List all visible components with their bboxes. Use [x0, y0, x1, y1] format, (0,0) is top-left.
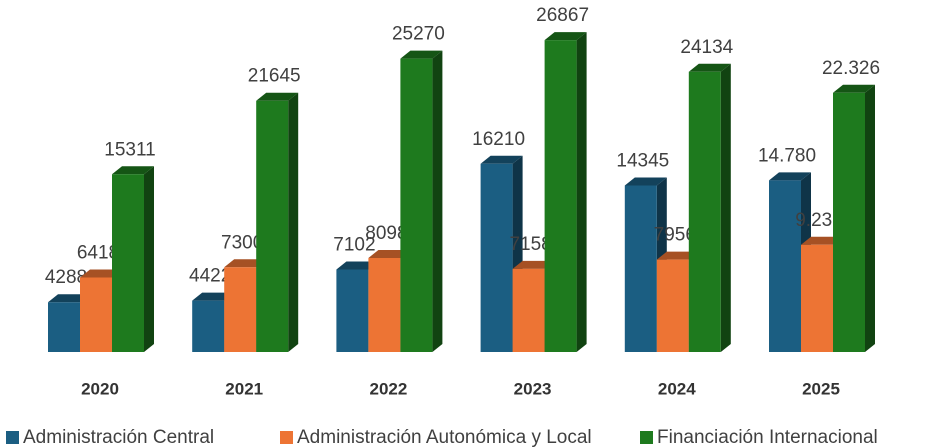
bar-top: [624, 177, 667, 186]
bar: [256, 92, 299, 353]
x-tick-label: 2025: [802, 379, 840, 398]
bar-front: [400, 58, 433, 353]
data-label: 9.236: [795, 210, 843, 231]
data-label: 14.780: [758, 145, 816, 166]
legend-label: Financiación Internacional: [657, 427, 878, 448]
bar-side: [576, 32, 587, 353]
bar-front: [336, 269, 369, 352]
bar-side: [432, 50, 443, 353]
bar-front: [801, 244, 833, 352]
bar-top: [656, 251, 699, 260]
bar-front: [544, 40, 577, 353]
bar-front: [512, 268, 545, 352]
bar-top: [400, 50, 443, 59]
bar-side: [865, 84, 875, 353]
bar-side: [288, 92, 299, 353]
data-label: 15311: [104, 139, 155, 160]
bar-front: [656, 259, 689, 352]
data-label: 24134: [680, 37, 733, 58]
x-tick-label: 2020: [81, 379, 119, 398]
x-tick-label: 2023: [514, 379, 552, 398]
legend-swatch: [280, 431, 293, 444]
bar-front: [688, 71, 721, 352]
data-label: 14345: [616, 150, 669, 171]
bar-top: [512, 260, 555, 269]
data-label: 7300: [221, 232, 263, 253]
bar-front: [480, 163, 513, 352]
data-label: 16210: [472, 129, 525, 150]
data-label: 7102: [333, 235, 375, 256]
bar-top: [112, 166, 154, 175]
bar-side: [720, 63, 731, 352]
bar-top: [480, 155, 523, 164]
bar-top: [192, 292, 235, 301]
bar-front: [624, 185, 657, 352]
bar-top: [224, 259, 267, 268]
bar-top: [833, 84, 875, 93]
x-tick-label: 2022: [369, 379, 407, 398]
data-label: 8098: [365, 223, 407, 244]
data-label: 6418: [77, 243, 119, 264]
legend-label: Administración Autonómica y Local: [297, 427, 592, 448]
bar-front: [48, 302, 80, 352]
bar-top: [48, 294, 90, 303]
bar-front: [368, 257, 401, 352]
data-label: 4422: [189, 266, 231, 287]
bar-front: [224, 267, 257, 352]
bar-front: [112, 174, 144, 352]
bar-top: [688, 63, 731, 72]
bar-front: [192, 300, 225, 352]
bar-side: [144, 166, 154, 352]
data-label: 4288: [45, 267, 87, 288]
bar-top: [256, 92, 299, 101]
bar-front: [256, 100, 289, 352]
bar: [688, 63, 731, 352]
bar-top: [801, 236, 843, 245]
bar-front: [80, 277, 112, 352]
bar-top: [80, 269, 122, 278]
x-tick-label: 2021: [225, 379, 263, 398]
data-label: 25270: [392, 24, 445, 45]
data-label: 22.326: [822, 58, 880, 79]
data-label: 26867: [536, 5, 589, 26]
bar-front: [833, 92, 865, 353]
bar-top: [368, 249, 411, 258]
data-label: 21645: [248, 66, 301, 87]
legend-swatch: [6, 431, 19, 444]
bar: [833, 84, 875, 353]
bar: [544, 32, 587, 353]
x-tick-label: 2024: [658, 379, 696, 398]
bar: [400, 50, 443, 353]
legend-swatch: [640, 431, 653, 444]
bar-top: [769, 172, 811, 181]
legend-label: Administración Central: [23, 427, 214, 448]
data-label: 7956: [654, 225, 696, 246]
bar-front: [769, 180, 801, 352]
bar-top: [336, 261, 379, 270]
bar: [112, 166, 154, 352]
data-label: 7158: [509, 234, 551, 255]
bar-top: [544, 32, 587, 41]
